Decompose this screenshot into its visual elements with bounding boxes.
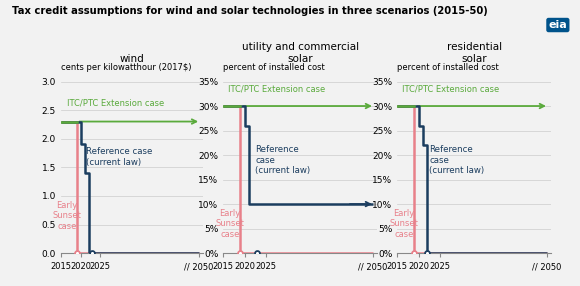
Title: wind: wind [119, 54, 144, 64]
Text: Reference
case
(current law): Reference case (current law) [429, 145, 484, 175]
Text: Early
Sunset
case: Early Sunset case [389, 209, 418, 239]
Text: ITC/PTC Extension case: ITC/PTC Extension case [229, 85, 326, 94]
Text: ITC/PTC Extension case: ITC/PTC Extension case [67, 98, 164, 107]
Text: percent of installed cost: percent of installed cost [223, 63, 325, 72]
Text: percent of installed cost: percent of installed cost [397, 63, 499, 72]
Title: residential
solar: residential solar [447, 42, 502, 64]
Text: cents per kilowatthour (2017$): cents per kilowatthour (2017$) [61, 63, 191, 72]
Title: utility and commercial
solar: utility and commercial solar [242, 42, 358, 64]
Text: Early
Sunset
case: Early Sunset case [52, 201, 81, 231]
Text: eia: eia [549, 20, 567, 30]
Text: Tax credit assumptions for wind and solar technologies in three scenarios (2015-: Tax credit assumptions for wind and sola… [12, 6, 487, 16]
Text: Reference case
(current law): Reference case (current law) [86, 147, 152, 167]
Text: Early
Sunset
case: Early Sunset case [215, 209, 244, 239]
Text: ITC/PTC Extension case: ITC/PTC Extension case [403, 85, 500, 94]
Text: Reference
case
(current law): Reference case (current law) [255, 145, 310, 175]
